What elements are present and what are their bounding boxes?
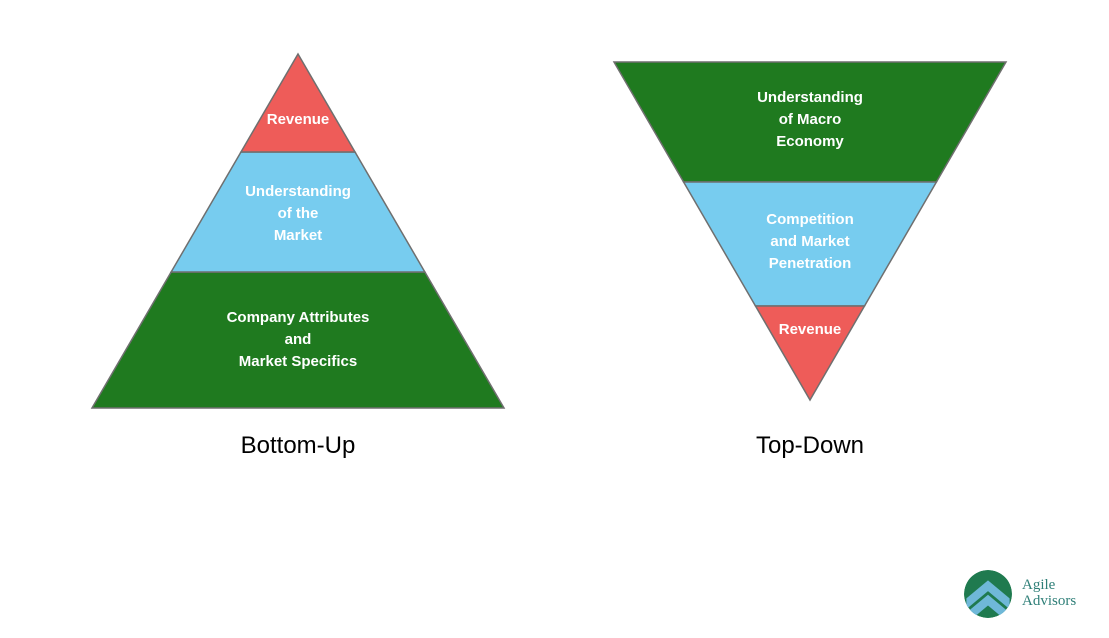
pyramid-layer-label: and Market <box>770 233 849 250</box>
pyramid-layer-label: Economy <box>776 133 844 150</box>
brand-logo-text-line2: Advisors <box>1022 594 1076 610</box>
top-down-pyramid: Understanding of Macro Economy Competition a… <box>0 0 1109 638</box>
pyramid-layer-label: Revenue <box>779 321 842 338</box>
brand-logo-text-line1: Agile <box>1022 578 1076 594</box>
brand-logo: Agile Advisors <box>962 568 1076 620</box>
agile-advisors-icon <box>962 568 1014 620</box>
bottom-up-caption: Bottom-Up <box>178 432 418 460</box>
pyramid-layer-label: of Macro <box>779 111 842 128</box>
pyramid-layer-label: Competition <box>766 211 854 228</box>
top-down-caption: Top-Down <box>690 432 930 460</box>
pyramid-layer-label: Penetration <box>769 255 852 272</box>
diagram-stage: { "canvas": { "width": 1109, "height": 6… <box>0 0 1109 638</box>
pyramid-layer-label: Understanding <box>757 89 863 106</box>
brand-logo-text: Agile Advisors <box>1022 578 1076 610</box>
